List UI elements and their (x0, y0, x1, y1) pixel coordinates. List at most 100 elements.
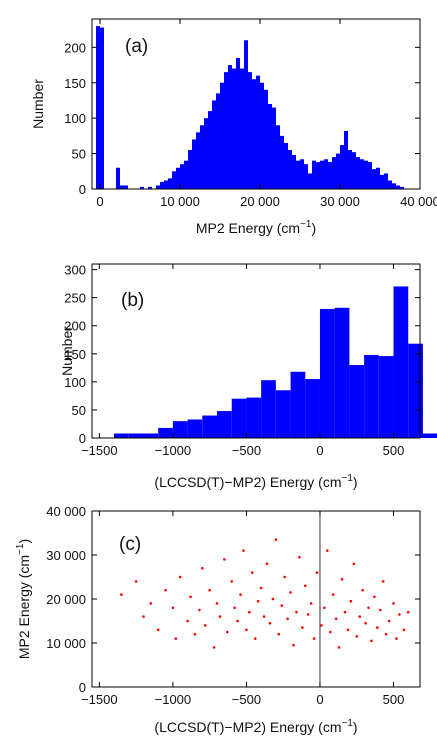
histogram-bar (316, 162, 320, 189)
histogram-bar (188, 150, 192, 189)
panel-c-points (120, 538, 410, 649)
histogram-bar (312, 160, 316, 189)
scatter-point (248, 610, 251, 614)
x-tick-label: 500 (383, 692, 405, 707)
histogram-bar (340, 145, 344, 189)
scatter-point (271, 597, 275, 601)
histogram-bar (224, 72, 228, 189)
y-tick-label: 100 (64, 111, 86, 126)
scatter-point (289, 591, 292, 594)
panel-c-frame (91, 510, 421, 688)
y-tick-label: 50 (72, 147, 86, 162)
scatter-point (189, 595, 192, 599)
panel-a-bars (96, 26, 404, 190)
histogram-bar (160, 181, 164, 189)
scatter-point (233, 606, 236, 610)
histogram-bar (334, 307, 350, 438)
histogram-bar (217, 411, 232, 438)
scatter-point (215, 602, 219, 605)
x-tick-label: 40 000 (400, 194, 437, 209)
histogram-bar (396, 185, 400, 189)
scatter-point (193, 632, 197, 636)
scatter-point (295, 610, 298, 614)
histogram-bar (264, 89, 268, 189)
histogram-bar (292, 155, 296, 189)
scatter-point (292, 643, 295, 647)
panel-b-tag: (b) (121, 290, 144, 311)
histogram-bar (143, 433, 159, 438)
y-tick-label: 300 (64, 263, 86, 278)
x-tick-label: −500 (232, 692, 261, 707)
histogram-bar (364, 354, 379, 438)
x-tick-label: −1500 (81, 692, 118, 707)
scatter-point (340, 577, 344, 581)
histogram-bar (275, 390, 291, 438)
scatter-point (268, 621, 272, 625)
scatter-point (149, 602, 153, 605)
histogram-bar (360, 159, 364, 189)
y-tick-label: 0 (79, 182, 86, 197)
scatter-point (134, 580, 138, 583)
scatter-point (367, 606, 370, 610)
histogram-bar (300, 159, 304, 189)
y-tick-label: 200 (64, 40, 86, 55)
histogram-bar (268, 104, 272, 189)
histogram-bar (172, 421, 188, 438)
x-tick-label: −500 (232, 443, 261, 458)
y-tick-label: 10 000 (46, 636, 86, 651)
histogram-bar (187, 419, 203, 438)
y-tick-label: 20 000 (46, 592, 86, 607)
y-tick-label: 30 000 (46, 548, 86, 563)
histogram-bar (344, 130, 348, 189)
histogram-bar (296, 160, 300, 189)
histogram-bar (236, 57, 240, 190)
histogram-bar (228, 65, 232, 189)
scatter-point (378, 608, 382, 612)
x-tick-label: 0 (316, 443, 323, 458)
scatter-point (384, 632, 388, 636)
scatter-point (303, 584, 307, 588)
scatter-point (312, 637, 316, 640)
scatter-point (142, 615, 145, 618)
histogram-bar (140, 186, 144, 189)
x-tick-label: −1000 (155, 692, 192, 707)
histogram-bar (320, 160, 324, 189)
scatter-point (306, 613, 310, 616)
scatter-point (230, 580, 234, 583)
scatter-point (392, 602, 395, 605)
scatter-point (253, 637, 257, 640)
scatter-point (251, 571, 254, 574)
scatter-point (337, 646, 341, 649)
panel-c-scatter: −1500 −1000 −500 0 500 0 10 000 20 000 30 000 40… (15, 504, 421, 735)
scatter-point (323, 606, 326, 610)
scatter-point (174, 637, 178, 640)
histogram-bar (180, 164, 184, 189)
histogram-bar (96, 26, 100, 190)
scatter-point (381, 580, 385, 583)
histogram-bar (352, 152, 356, 189)
y-tick-label: 250 (64, 291, 86, 306)
scatter-point (309, 602, 313, 605)
histogram-bar (422, 433, 437, 438)
scatter-point (355, 635, 359, 638)
histogram-bar (372, 169, 376, 189)
scatter-point (334, 617, 338, 621)
panel-a-y-ticks: 0 50 100 150 200 (64, 40, 420, 197)
scatter-point (387, 619, 391, 623)
scatter-point (283, 575, 286, 579)
scatter-point (352, 562, 356, 566)
scatter-point (361, 588, 364, 592)
histogram-bar (288, 150, 292, 189)
histogram-bar (184, 160, 188, 189)
histogram-bar (290, 371, 306, 438)
scatter-point (286, 617, 289, 621)
histogram-bar (261, 380, 276, 438)
scatter-point (218, 615, 222, 618)
scatter-point (406, 610, 410, 614)
histogram-bar (252, 79, 256, 189)
panel-c-y-title: MP2 Energy (cm−1) (15, 539, 32, 659)
histogram-bar (116, 167, 120, 189)
panel-b-y-ticks: 0 50 100 150 200 250 300 (64, 263, 420, 446)
histogram-bar (324, 159, 328, 189)
scatter-point (376, 626, 379, 629)
